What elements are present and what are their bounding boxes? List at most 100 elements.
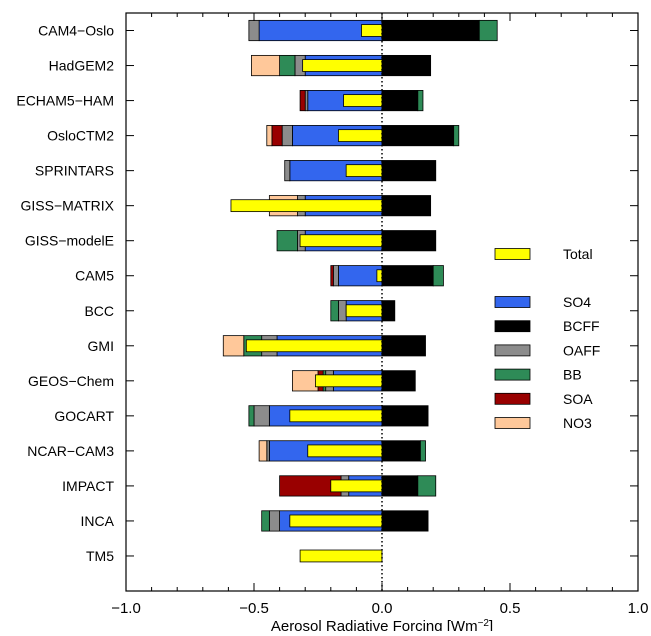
legend-label-bcff: BCFF — [563, 318, 600, 334]
bar-inca-bcff — [381, 510, 429, 532]
bar-cam5-soa — [330, 265, 334, 287]
bar-inca-oaff — [268, 510, 280, 532]
bar-giss-modele-total — [299, 234, 383, 248]
bar-echam5-ham-bcff — [381, 90, 419, 112]
category-label-tm5: TM5 — [86, 548, 114, 564]
legend-label-bb: BB — [563, 367, 582, 383]
bar-impact-total — [330, 479, 383, 493]
bar-sprintars-total — [345, 164, 383, 177]
category-label-sprintars: SPRINTARS — [35, 163, 114, 179]
x-tick-label: 0.0 — [372, 600, 393, 617]
bar-bcc-total — [345, 304, 383, 318]
bar-gocart-oaff — [253, 405, 270, 427]
bar-gmi-no3 — [222, 335, 245, 357]
bar-sprintars-bcff — [381, 160, 437, 182]
legend-swatch-bb — [494, 368, 531, 381]
category-label-hadgem2: HadGEM2 — [49, 58, 115, 74]
category-label-giss-modele: GISS−modelE — [25, 233, 114, 249]
bar-inca-bb — [261, 510, 270, 532]
ticks-layer — [125, 13, 639, 591]
bar-hadgem2-no3 — [251, 54, 281, 77]
bar-cam4-oslo-bcff — [381, 19, 480, 42]
category-label-echam5-ham: ECHAM5−HAM — [16, 93, 114, 109]
bar-cam5-oaff — [332, 265, 339, 287]
legend-label-so4: SO4 — [563, 294, 591, 310]
bar-giss-modele-bcff — [381, 230, 437, 252]
category-label-gocart: GOCART — [54, 408, 114, 424]
legend-label-total: Total — [563, 246, 593, 262]
bar-ncar-cam3-no3 — [258, 440, 268, 462]
bar-gocart-bb — [248, 405, 255, 427]
bar-geos-chem-no3 — [291, 370, 319, 392]
bar-bcc-bcff — [381, 300, 396, 322]
bar-osloctm2-no3 — [266, 125, 273, 147]
bar-ncar-cam3-bcff — [381, 440, 421, 462]
category-label-gmi: GMI — [88, 338, 114, 354]
bar-cam4-oslo-bb — [478, 19, 498, 42]
bar-hadgem2-bcff — [381, 54, 432, 77]
x-tick-label: 0.5 — [500, 600, 521, 617]
bar-inca-total — [289, 514, 383, 528]
x-tick-label: −1.0 — [111, 600, 141, 617]
bar-gmi-bcff — [381, 335, 426, 357]
bar-impact-bcff — [381, 475, 419, 497]
bar-geos-chem-bcff — [381, 370, 416, 392]
legend-label-soa: SOA — [563, 391, 593, 407]
bar-tm5-total — [299, 549, 383, 563]
category-label-osloctm2: OsloCTM2 — [47, 128, 114, 144]
bar-giss-modele-bb — [276, 230, 298, 252]
bar-sprintars-oaff — [284, 160, 291, 182]
bar-cam4-oslo-total — [361, 24, 383, 37]
bar-hadgem2-bb — [279, 54, 296, 77]
category-label-inca: INCA — [81, 513, 115, 529]
x-tick-label: 1.0 — [628, 600, 649, 617]
legend-swatch-so4 — [494, 296, 531, 308]
legend-swatch-bcff — [494, 320, 531, 333]
bar-osloctm2-oaff — [281, 125, 293, 147]
bar-cam5-bb — [432, 265, 444, 287]
bar-osloctm2-total — [338, 129, 383, 142]
category-label-giss-matrix: GISS−MATRIX — [21, 198, 115, 214]
category-label-bcc: BCC — [84, 303, 114, 319]
bar-osloctm2-bb — [453, 125, 460, 147]
bar-giss-matrix-total — [230, 199, 383, 213]
x-tick-label: −0.5 — [239, 600, 269, 617]
bar-ncar-cam3-total — [307, 444, 383, 458]
legend-swatch-soa — [494, 392, 531, 405]
legend: Total SO4 BCFF OAFF BB SOA NO3 — [494, 246, 600, 431]
bar-cam5-so4 — [338, 265, 383, 287]
bar-echam5-ham-soa — [299, 90, 306, 112]
category-label-impact: IMPACT — [62, 478, 114, 494]
x-axis-label-close: ] — [489, 618, 493, 631]
bar-cam5-total — [376, 269, 383, 283]
legend-swatch-no3 — [494, 417, 531, 429]
bar-gocart-total — [289, 409, 383, 423]
category-label-geos-chem: GEOS−Chem — [28, 373, 114, 389]
legend-swatch-total — [494, 248, 531, 260]
bar-hadgem2-total — [302, 59, 383, 72]
bar-gmi-total — [245, 339, 383, 353]
legend-swatch-oaff — [494, 344, 531, 357]
bar-geos-chem-total — [315, 374, 383, 388]
bar-osloctm2-bcff — [381, 125, 455, 147]
bar-echam5-ham-total — [343, 94, 383, 107]
legend-label-no3: NO3 — [563, 415, 592, 431]
legend-label-oaff: OAFF — [563, 342, 600, 358]
bar-gocart-bcff — [381, 405, 429, 427]
bar-bcc-bb — [330, 300, 339, 322]
bar-impact-bb — [417, 475, 437, 497]
bar-cam4-oslo-oaff — [248, 19, 260, 42]
category-label-cam4-oslo: CAM4−Oslo — [38, 23, 114, 39]
x-axis-label-text: Aerosol Radiative Forcing [Wm — [271, 618, 478, 631]
total-bars-layer — [230, 24, 383, 563]
bar-bcc-oaff — [338, 300, 347, 322]
x-tick-labels: −1.0 −0.5 0.0 0.5 1.0 — [111, 600, 648, 617]
bar-echam5-ham-bb — [417, 90, 424, 112]
bar-giss-matrix-bcff — [381, 195, 432, 217]
x-axis-label-sup: −2 — [478, 618, 490, 629]
category-labels: CAM4−Oslo HadGEM2 ECHAM5−HAM OsloCTM2 SPRINT… — [16, 23, 114, 564]
category-label-cam5: CAM5 — [75, 268, 114, 284]
bar-cam5-bcff — [381, 265, 434, 287]
